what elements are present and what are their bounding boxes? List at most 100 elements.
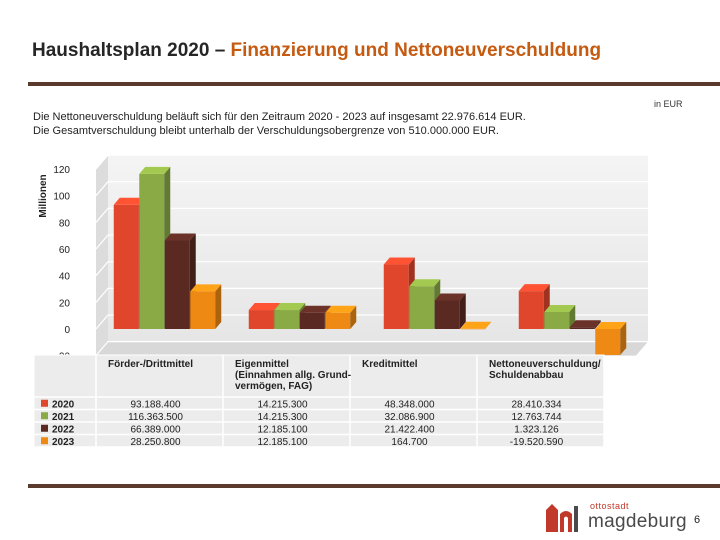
bar-2023-front [595,329,621,356]
bar-2021-front [274,310,300,329]
legend-swatch-2022 [41,424,48,432]
bar-2023-front [190,291,216,329]
category-label: Eigenmittel [235,359,289,370]
footer-divider [28,484,720,488]
bar-2022-top [569,320,601,328]
y-tick-label: 100 [53,192,70,203]
legend-label-2021: 2021 [52,412,75,423]
bar-2022-top [299,305,331,313]
data-label: 1.323.126 [514,424,559,435]
category-label: Schuldenabbau [489,370,563,381]
bar-2020-top [113,197,145,205]
gridline [95,261,648,277]
bar-2023-top [190,284,222,292]
bar-2023-top [595,322,627,329]
bar-2021-top [274,303,306,311]
data-label: 12.763.744 [511,412,561,423]
category-label: vermögen, FAG) [235,381,312,392]
bar-2022-top [164,233,196,241]
bar-2023-side [350,305,357,329]
bar-2023-front [325,312,351,329]
chart-side-wall [96,155,108,356]
data-label: 12.185.100 [257,424,307,435]
title-accent: Finanzierung und Nettoneuverschuldung [230,40,602,61]
gridline [95,154,648,170]
bar-2020-top [383,257,415,265]
bar-2022-front [164,240,190,329]
y-tick-label: 40 [59,272,71,283]
gridline [95,234,648,250]
y-tick-label: 20 [59,298,71,309]
bar-2021-front [544,311,570,329]
data-label: 48.348.000 [384,399,434,410]
bar-2021-top [409,279,441,287]
logo-tagline: ottostadt [590,501,630,511]
title-main: Haushaltsplan 2020 – [32,40,231,61]
intro-line-2: Die Gesamtverschuldung bleibt unterhalb … [33,125,499,137]
gridline [95,181,648,197]
bar-2023-side [620,322,627,356]
legend-label-2020: 2020 [52,399,75,410]
data-label: 14.215.300 [257,412,307,423]
logo-wordmark: magdeburg [588,511,687,532]
slide-title: Haushaltsplan 2020 – Finanzierung und Ne… [32,40,601,62]
data-label: 164.700 [391,437,428,448]
bar-2020-top [248,303,280,311]
data-table-bg [33,354,605,448]
bar-2020-top [518,284,550,292]
bar-2020-front [248,310,274,329]
unit-note: in EUR [654,99,683,109]
legend-swatch-2021 [41,412,48,420]
y-tick-label: 60 [59,245,71,256]
city-logo: ottostadt magdeburg [544,500,687,534]
intro-line-1: Die Nettoneuverschuldung beläuft sich fü… [33,111,526,123]
y-tick-label: 0 [64,325,70,336]
bar-2020-front [518,291,544,329]
legend-label-2023: 2023 [52,437,75,448]
chart-back-wall [108,155,648,342]
bar-2022-side [459,293,466,329]
bar-2022-front [299,312,325,329]
category-label: Förder-/Drittmittel [108,359,193,370]
bar-2020-front [113,204,139,329]
data-label: 28.250.800 [130,437,180,448]
data-label: 93.188.400 [130,399,180,410]
bar-2021-front [139,173,165,329]
bar-2023-side [215,284,222,329]
data-label: 116.363.500 [128,412,183,423]
data-label: 66.389.000 [130,424,180,435]
legend-label-2022: 2022 [52,424,75,435]
gridline [95,207,648,223]
bar-2023-front [460,328,486,330]
category-label: (Einnahmen allg. Grund- [235,370,351,381]
logo-emblem-icon [546,504,578,532]
title-divider [28,82,720,86]
category-label: Nettoneuverschuldung/ [489,359,601,370]
bar-2022-front [569,327,595,329]
y-axis-label: Millionen [38,174,49,217]
bar-2022-front [434,300,460,329]
bar-2022-top [434,293,466,301]
data-label: 14.215.300 [257,399,307,410]
page-number: 6 [694,514,701,526]
bar-2023-side [485,321,492,329]
data-label: -19.520.590 [510,437,564,448]
bar-2023-top [325,305,357,313]
bar-2021-front [409,286,435,329]
intro-text: Die Nettoneuverschuldung beläuft sich fü… [33,110,526,138]
category-label: Kreditmittel [362,359,418,370]
legend-swatch-2020 [41,399,48,407]
gridline [95,341,648,357]
gridline [95,314,648,330]
bar-2023-top [460,321,492,329]
y-tick-label: 80 [59,218,71,229]
data-label: 12.185.100 [257,437,307,448]
y-tick-label: 120 [53,165,70,176]
legend-swatch-2023 [41,437,48,445]
chart-floor [96,341,648,356]
bar-2021-top [544,304,576,312]
data-label: 28.410.334 [511,399,561,410]
data-label: 32.086.900 [384,412,434,423]
data-label: 21.422.400 [384,424,434,435]
